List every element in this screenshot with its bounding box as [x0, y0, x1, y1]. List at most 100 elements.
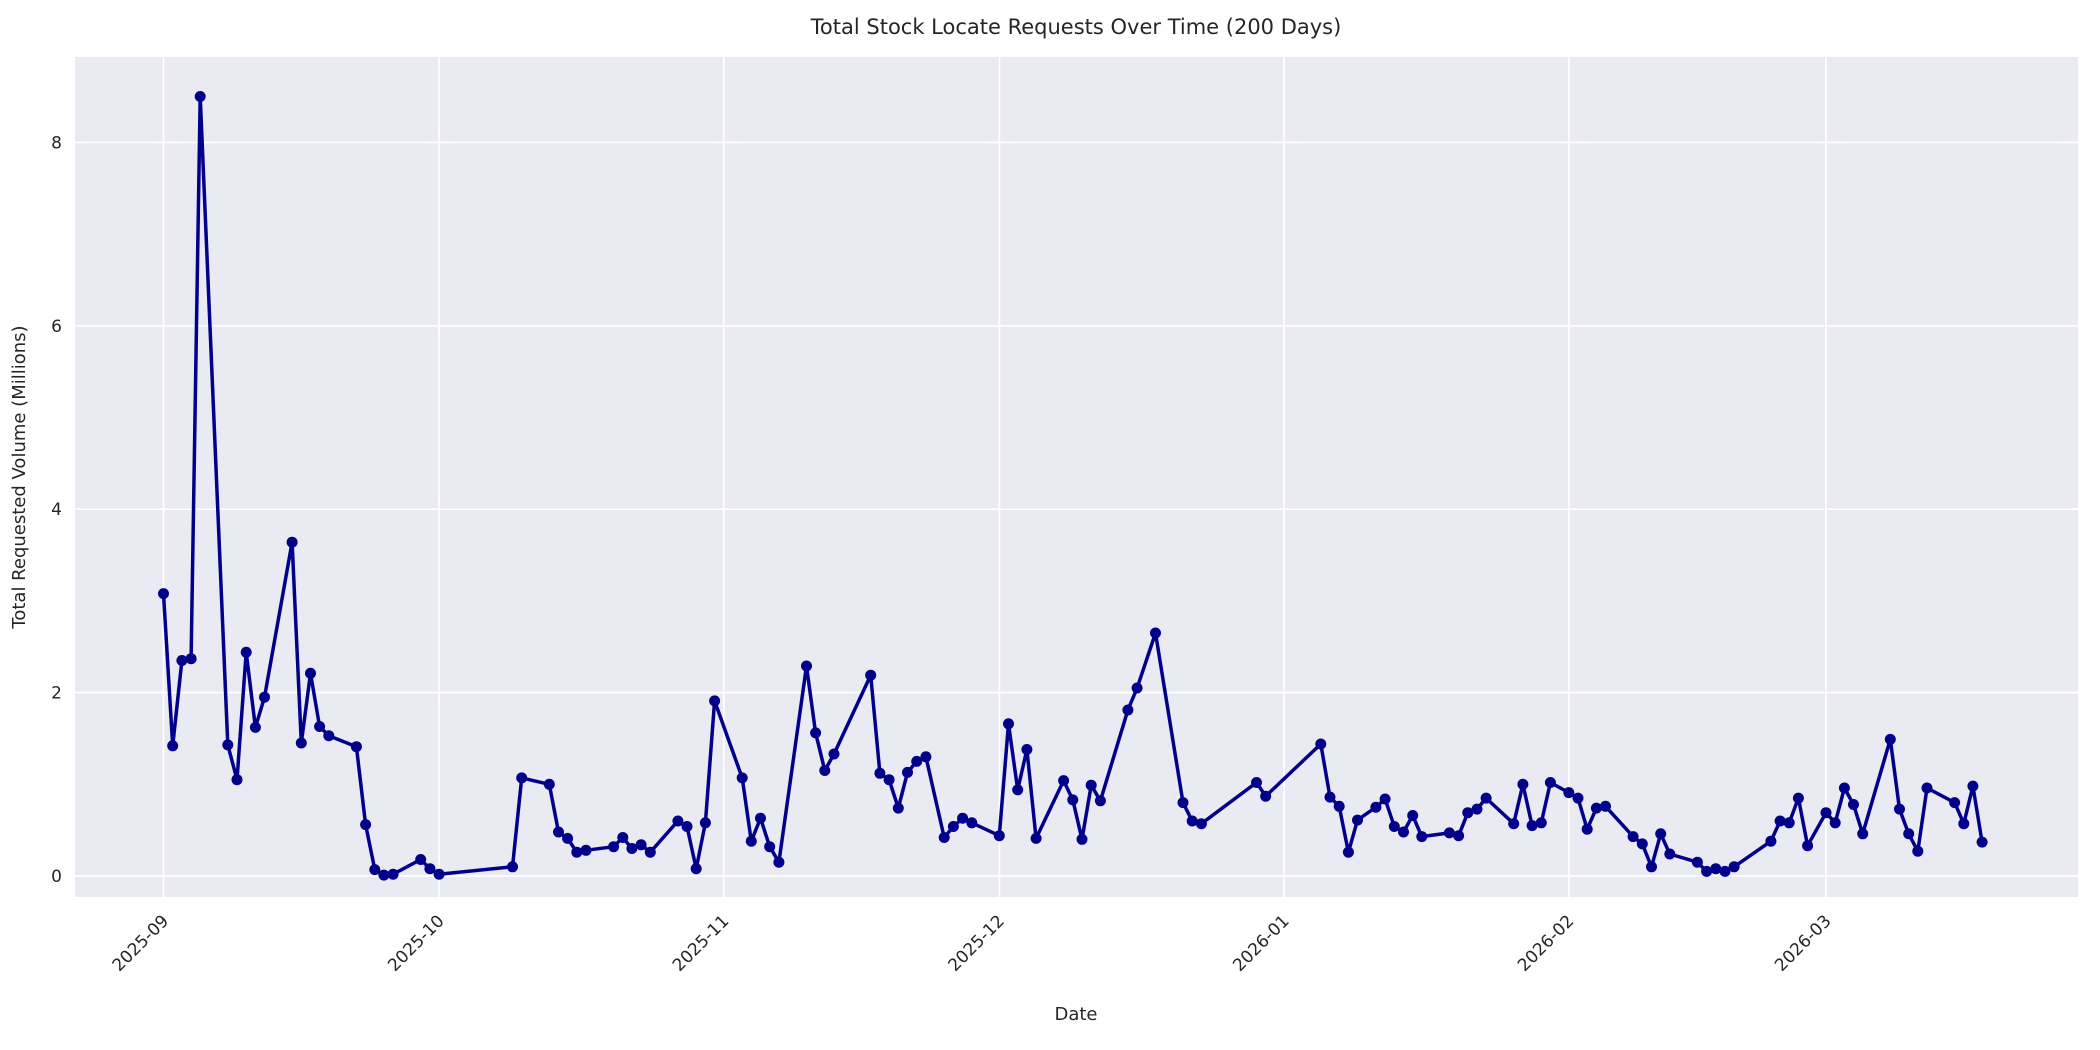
data-point-marker [516, 772, 528, 784]
data-point-marker [1544, 777, 1556, 788]
data-point-marker [865, 669, 877, 681]
data-point-marker [773, 856, 785, 868]
data-point-marker [1471, 803, 1483, 815]
data-point-marker [323, 730, 335, 742]
data-point-marker [709, 695, 721, 707]
data-point-marker [543, 778, 555, 790]
data-point-marker [1783, 817, 1795, 829]
data-point-marker [571, 846, 583, 858]
y-axis-tick-labels: 0 2 4 6 8 [51, 133, 62, 887]
data-point-marker [1627, 831, 1639, 843]
y-tick-label: 2 [51, 684, 62, 704]
data-point-marker [938, 832, 950, 843]
data-point-marker [1131, 682, 1143, 694]
data-point-marker [1480, 792, 1492, 804]
data-point-marker [1921, 782, 1933, 794]
data-point-marker [681, 821, 693, 832]
data-point-marker [378, 869, 390, 881]
data-point-marker [562, 832, 574, 844]
data-point-marker [1379, 793, 1391, 805]
data-point-marker [1563, 787, 1575, 799]
data-point-marker [1012, 784, 1024, 796]
data-point-marker [1324, 791, 1336, 803]
data-point-marker [1342, 846, 1354, 858]
data-point-marker [1453, 830, 1465, 842]
data-point-marker [314, 721, 326, 732]
data-point-marker [672, 815, 684, 827]
data-point-marker [1315, 738, 1327, 750]
data-point-marker [1398, 826, 1409, 838]
data-point-marker [819, 765, 831, 776]
data-point-marker [1967, 780, 1979, 792]
data-point-marker [1030, 832, 1042, 844]
data-point-marker [415, 854, 427, 865]
data-point-marker [1894, 803, 1905, 815]
data-point-marker [1701, 865, 1713, 877]
chart-title: Total Stock Locate Requests Over Time (2… [810, 15, 1342, 39]
data-point-marker [1407, 810, 1419, 821]
data-point-marker [1416, 831, 1428, 843]
data-point-marker [1177, 797, 1189, 809]
data-point-marker [1535, 817, 1547, 829]
data-point-marker [690, 863, 702, 875]
data-point-marker [295, 737, 307, 749]
data-point-marker [911, 755, 923, 767]
data-point-marker [1251, 777, 1262, 788]
data-point-marker [608, 841, 620, 853]
y-tick-label: 4 [51, 500, 62, 520]
data-point-marker [617, 832, 629, 843]
data-point-marker [1085, 779, 1097, 791]
data-point-marker [957, 812, 969, 824]
data-point-marker [507, 861, 518, 873]
data-point-marker [580, 844, 592, 856]
data-point-marker [1517, 778, 1529, 790]
data-point-marker [222, 739, 234, 751]
data-point-marker [966, 817, 978, 829]
data-point-marker [1884, 733, 1896, 745]
data-point-marker [1774, 815, 1786, 827]
data-point-marker [1388, 821, 1400, 832]
data-series-line [158, 91, 1988, 881]
data-point-marker [1003, 718, 1014, 730]
data-point-marker [993, 830, 1005, 842]
data-point-marker [231, 774, 243, 786]
data-point-marker [1857, 828, 1869, 840]
x-tick-label: 2025-10 [384, 911, 448, 975]
data-point-marker [947, 821, 959, 832]
data-point-marker [1792, 792, 1804, 804]
data-point-marker [185, 653, 197, 665]
data-point-marker [1195, 818, 1207, 830]
data-point-marker [1976, 836, 1988, 848]
data-point-marker [1848, 799, 1859, 810]
x-tick-label: 2026-01 [1229, 911, 1293, 975]
data-point-marker [1719, 865, 1731, 877]
x-axis-tick-labels: 2025-09 2025-10 2025-11 2025-12 2026-01 2026-… [109, 911, 1836, 975]
data-point-marker [1462, 807, 1474, 819]
data-point-marker [240, 646, 252, 658]
data-point-marker [369, 864, 381, 876]
x-tick-label: 2025-12 [945, 911, 1009, 975]
data-point-marker [1646, 861, 1657, 873]
data-point-marker [1352, 814, 1363, 826]
data-point-marker [1526, 820, 1538, 832]
data-point-marker [1443, 827, 1455, 839]
data-point-marker [1802, 840, 1814, 852]
data-point-marker [1710, 863, 1722, 875]
data-point-marker [892, 802, 904, 814]
data-point-marker [745, 835, 757, 847]
data-point-marker [249, 721, 261, 733]
data-point-marker [1765, 835, 1777, 847]
data-point-marker [902, 766, 913, 778]
data-point-marker [1838, 782, 1850, 794]
data-point-marker [801, 660, 812, 672]
data-point-marker [920, 751, 932, 763]
gridlines [75, 57, 2078, 897]
data-point-marker [1333, 800, 1345, 812]
data-point-marker [1572, 792, 1584, 804]
data-point-marker [433, 868, 445, 880]
data-point-marker [305, 667, 316, 679]
data-point-marker [1260, 790, 1272, 802]
data-point-marker [158, 588, 169, 600]
